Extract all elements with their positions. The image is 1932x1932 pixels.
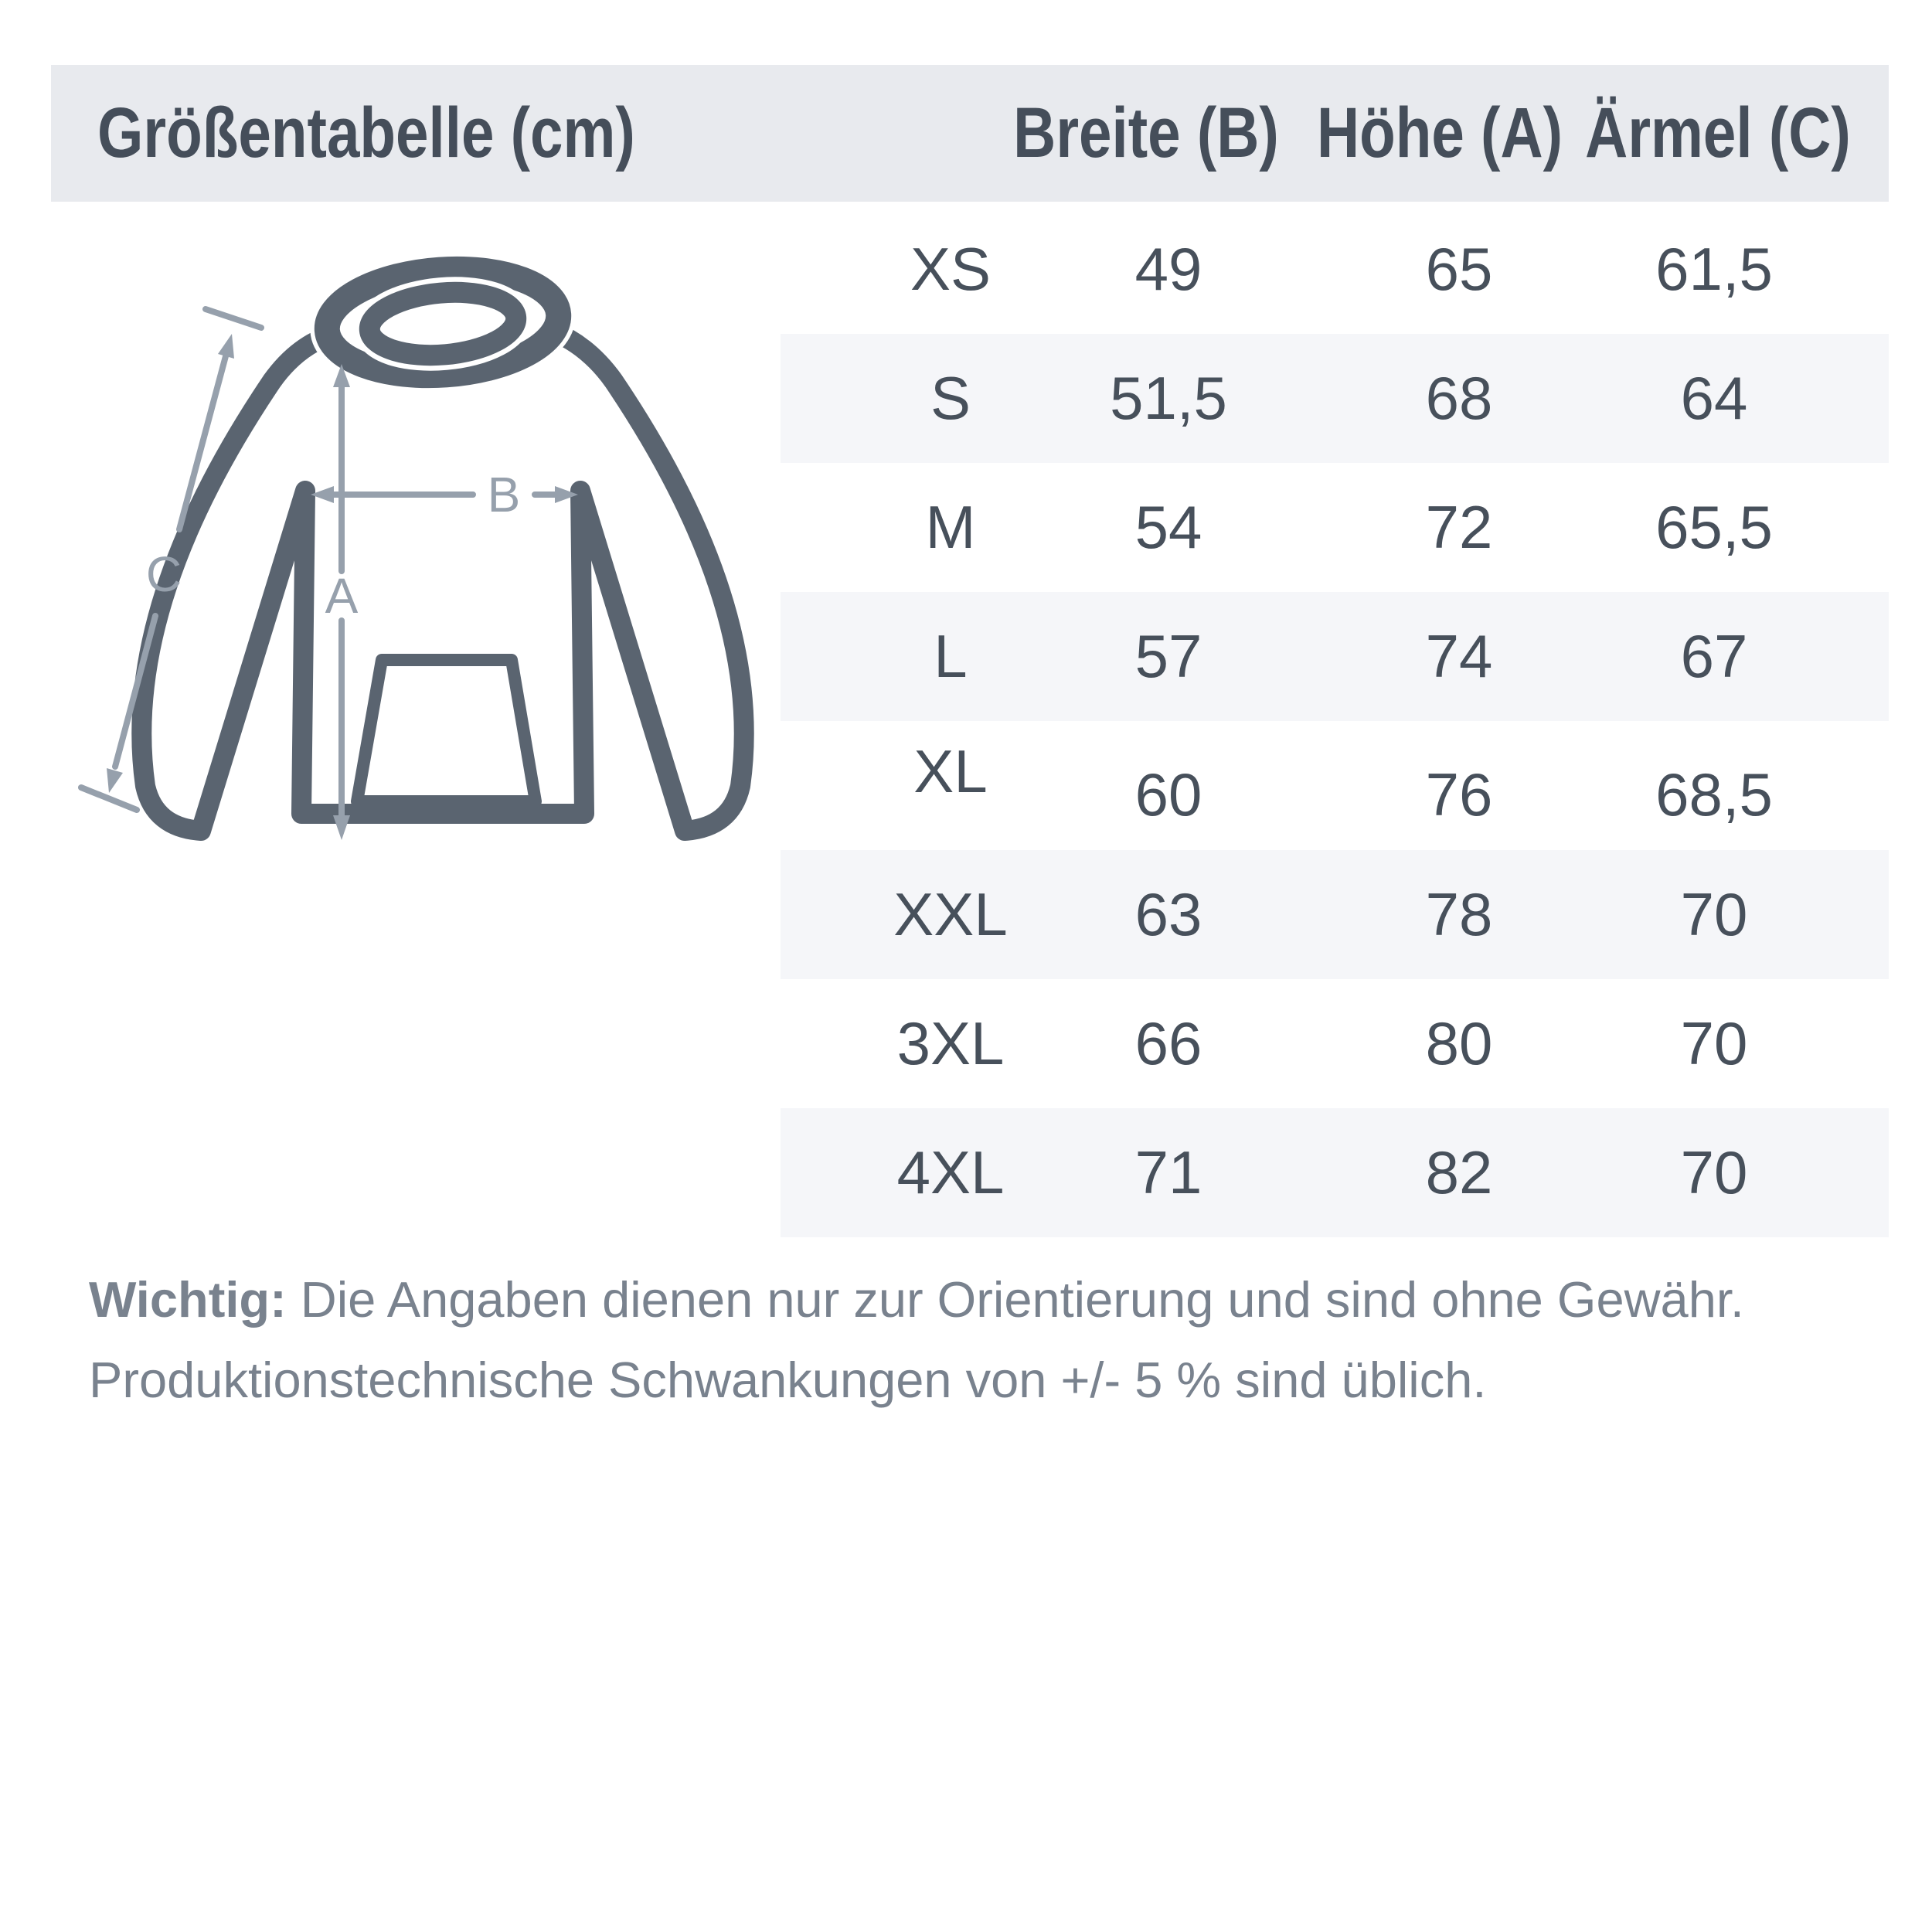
disclaimer-note: Wichtig: Die Angaben dienen nur zur Orien… [89, 1260, 1744, 1420]
disclaimer-lead: Wichtig: [89, 1271, 287, 1328]
column-header-breite: Breite (B) [1013, 94, 1279, 172]
breite-value-cell: 51,5 [1110, 364, 1227, 432]
label-a: A [325, 568, 359, 624]
hoehe-value-cell: 65 [1425, 235, 1493, 303]
size-label-cell: 3XL [896, 1009, 1005, 1077]
page-title: Größentabelle (cm) [97, 94, 635, 172]
table-row: XL 60 76 68,5 [781, 721, 1889, 850]
arrow-a-height [333, 364, 350, 840]
size-label-cell: M [925, 493, 976, 561]
table-row: 3XL 66 80 70 [781, 979, 1889, 1108]
aermel-value-cell: 64 [1680, 364, 1748, 432]
hoodie-icon [131, 252, 754, 841]
arrow-c-sleeve [78, 306, 264, 813]
hood-outer-ring [314, 256, 572, 389]
hoodie-body-outline [131, 321, 754, 841]
aermel-value-cell: 61,5 [1655, 235, 1773, 303]
hood-inner-ring [359, 281, 527, 366]
hoehe-value-cell: 80 [1425, 1009, 1493, 1077]
hoehe-value-cell: 78 [1425, 880, 1493, 948]
size-table-rows: XS 49 65 61,5 S 51,5 68 64 M 54 72 65,5 L 57 74 67 XL 60 7… [781, 205, 1889, 1237]
aermel-value-cell: 70 [1680, 1009, 1748, 1077]
hoehe-value-cell: 72 [1425, 493, 1493, 561]
hoehe-value-cell: 82 [1425, 1138, 1493, 1206]
size-label-cell: XL [913, 737, 988, 805]
breite-value-cell: 57 [1134, 622, 1202, 690]
size-label-cell: 4XL [896, 1138, 1005, 1206]
breite-value-cell: 71 [1134, 1138, 1202, 1206]
breite-value-cell: 63 [1134, 880, 1202, 948]
hoodie-size-diagram: A B C [78, 252, 754, 841]
table-row: XS 49 65 61,5 [781, 205, 1889, 334]
label-c: C [146, 546, 182, 602]
size-label-cell: XXL [893, 880, 1008, 948]
hoehe-value-cell: 76 [1425, 760, 1493, 828]
arrow-c-end-caps [78, 306, 264, 813]
breite-value-cell: 60 [1134, 760, 1202, 828]
aermel-value-cell: 70 [1680, 880, 1748, 948]
aermel-value-cell: 70 [1680, 1138, 1748, 1206]
size-label-cell: S [930, 364, 971, 432]
hoehe-value-cell: 74 [1425, 622, 1493, 690]
column-header-aermel: Ärmel (C) [1585, 94, 1851, 172]
breite-value-cell: 66 [1134, 1009, 1202, 1077]
size-label-cell: L [934, 622, 968, 690]
table-row: S 51,5 68 64 [781, 334, 1889, 463]
arrow-b-width [311, 486, 578, 503]
aermel-value-cell: 67 [1680, 622, 1748, 690]
table-row: M 54 72 65,5 [781, 463, 1889, 592]
disclaimer-line-1: Wichtig: Die Angaben dienen nur zur Orien… [89, 1260, 1744, 1340]
disclaimer-text-2: Produktionstechnische Schwankungen von +… [89, 1352, 1487, 1408]
label-b: B [488, 467, 521, 522]
breite-value-cell: 49 [1134, 235, 1202, 303]
pocket [351, 654, 542, 808]
aermel-value-cell: 68,5 [1655, 760, 1773, 828]
breite-value-cell: 54 [1134, 493, 1202, 561]
size-label-cell: XS [910, 235, 992, 303]
aermel-value-cell: 65,5 [1655, 493, 1773, 561]
table-row: 4XL 71 82 70 [781, 1108, 1889, 1237]
dimension-arrows: A B C [78, 306, 578, 840]
hoehe-value-cell: 68 [1425, 364, 1493, 432]
table-row: XXL 63 78 70 [781, 850, 1889, 979]
column-header-hoehe: Höhe (A) [1316, 94, 1563, 172]
disclaimer-text-1: Die Angaben dienen nur zur Orientierung … [300, 1271, 1744, 1328]
table-header-bar: Größentabelle (cm) Breite (B) Höhe (A) Ä… [51, 65, 1889, 202]
table-row: L 57 74 67 [781, 592, 1889, 721]
disclaimer-line-2: Produktionstechnische Schwankungen von +… [89, 1340, 1744, 1420]
